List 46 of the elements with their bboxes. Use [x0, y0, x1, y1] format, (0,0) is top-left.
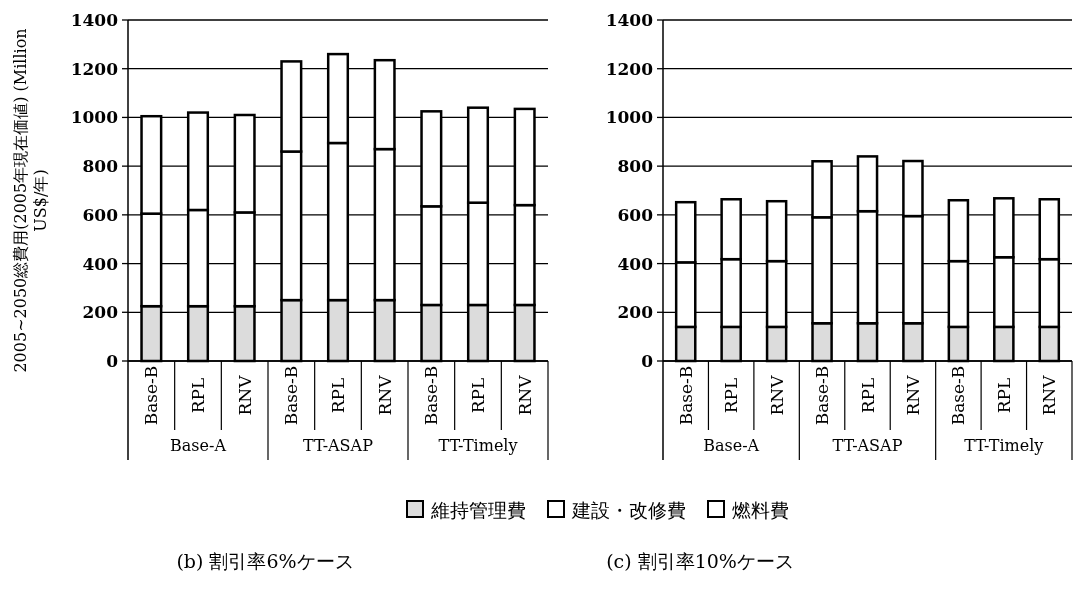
x-tick-label: Base-B	[812, 365, 833, 426]
y-tick-label: 200	[617, 302, 654, 323]
x-tick-label: Base-B	[281, 365, 302, 426]
text: TT-Timely	[964, 436, 1044, 455]
y-tick-label: 800	[82, 156, 119, 177]
x-tick-label: RNV	[1039, 374, 1060, 416]
y-tick-label: 1000	[605, 107, 654, 128]
y-tick-label: 800	[617, 156, 654, 177]
x-tick-label: Base-B	[141, 365, 162, 426]
text: Base-A	[170, 436, 227, 455]
y-tick-label: 400	[617, 253, 654, 274]
x-tick-label: RNV	[766, 374, 787, 416]
text: (c) 割引率10%ケース	[606, 550, 794, 572]
x-tick-label: RNV	[514, 374, 535, 416]
legend-label: 建設・改修費	[571, 499, 686, 521]
x-tick-label: RPL	[721, 377, 742, 414]
y-tick-label: 600	[82, 204, 119, 225]
legend-label: 維持管理費	[430, 499, 526, 521]
text: (b) 割引率6%ケース	[176, 550, 354, 572]
y-tick-label: 1200	[70, 58, 119, 79]
y-tick-label: 1400	[605, 10, 654, 30]
x-tick-label: Base-B	[421, 365, 442, 426]
y-tick-label: 0	[106, 351, 119, 371]
y-tick-label: 1000	[70, 107, 119, 128]
y-axis-title: 2005~2050総費用(2005年現在価値) (Million US$/年)	[11, 28, 50, 373]
x-tick-label: RNV	[902, 374, 923, 416]
y-tick-label: 1400	[70, 10, 119, 30]
x-tick-label: RPL	[328, 377, 348, 414]
y-tick-label: 600	[617, 204, 654, 225]
legend-label: 燃料費	[732, 499, 789, 521]
x-tick-label: RPL	[993, 377, 1014, 414]
y-tick-label: 0	[641, 351, 654, 371]
x-tick-label: RNV	[374, 374, 395, 416]
x-tick-label: RPL	[468, 377, 488, 414]
y-tick-label: 200	[82, 302, 119, 323]
text: Base-A	[703, 436, 760, 455]
y-tick-label: 400	[82, 253, 119, 274]
x-tick-label: Base-B	[675, 365, 696, 426]
y-tick-label: 1200	[605, 58, 654, 79]
x-tick-label: RPL	[188, 377, 208, 414]
x-tick-label: RNV	[234, 374, 255, 416]
text: TT-ASAP	[832, 436, 903, 455]
text: TT-Timely	[438, 436, 518, 455]
x-tick-label: RPL	[857, 377, 878, 414]
x-tick-label: Base-B	[948, 365, 969, 426]
text: TT-ASAP	[303, 436, 374, 455]
